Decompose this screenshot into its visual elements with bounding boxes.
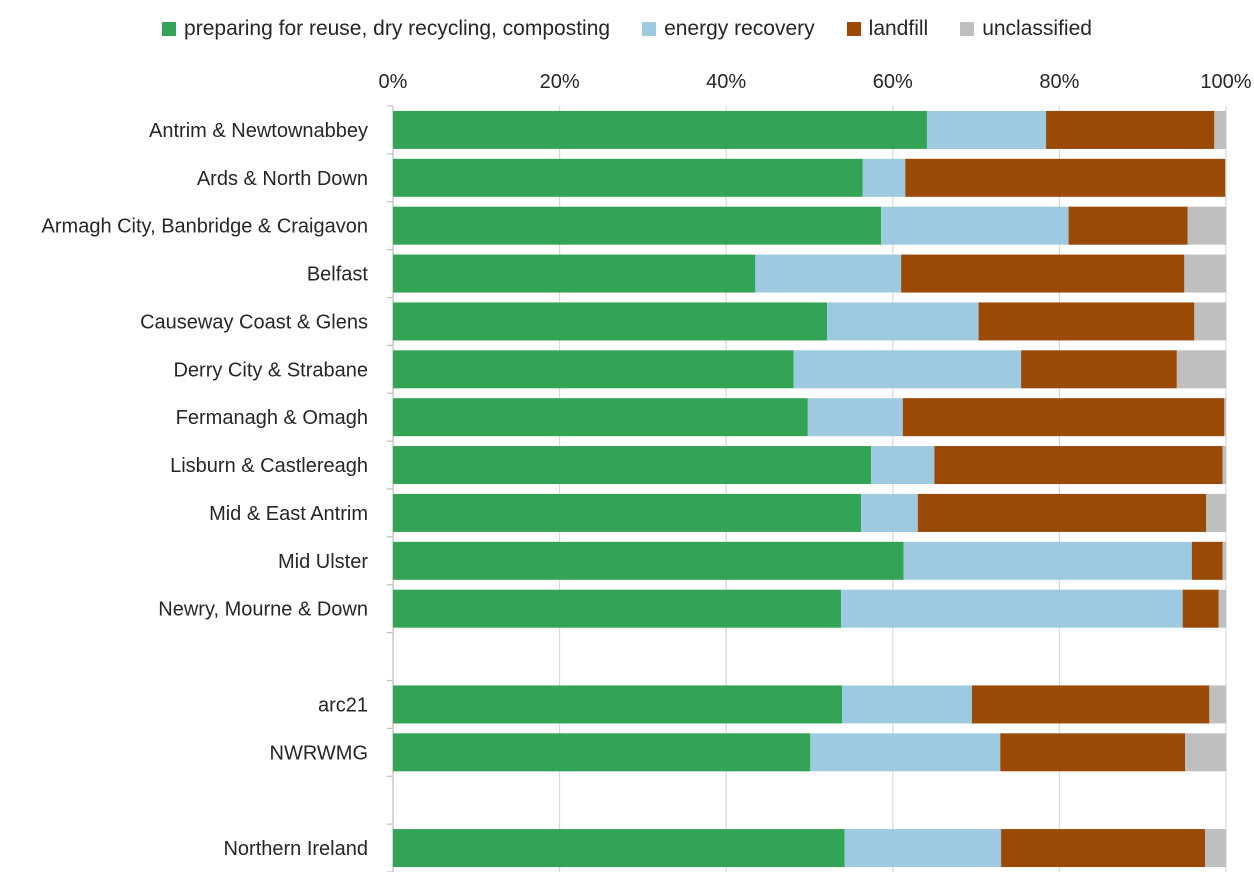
bar-segment (1185, 733, 1226, 772)
legend-label: landfill (868, 17, 929, 40)
bar-segment (393, 350, 794, 389)
bar-segment (393, 733, 811, 772)
legend-item: energy recovery (642, 17, 815, 41)
bar-segment (1184, 254, 1226, 293)
bar-segment (393, 541, 904, 580)
category-label: Newry, Mourne & Down (158, 599, 368, 621)
bar-segment (755, 254, 902, 293)
legend-label: energy recovery (664, 17, 815, 40)
category-label: NWRWMG (270, 742, 369, 764)
legend-label: preparing for reuse, dry recycling, comp… (184, 17, 611, 40)
category-label: Antrim & Newtownabbey (149, 120, 368, 142)
bar-segment (393, 589, 842, 628)
bar-segment (393, 206, 882, 245)
bar-segment (905, 158, 1226, 197)
bar-segment (917, 493, 1207, 532)
category-label: Armagh City, Banbridge & Craigavon (42, 216, 368, 238)
bar-segment (1222, 446, 1226, 485)
bar-segment (861, 493, 918, 532)
category-label: Mid & East Antrim (209, 503, 368, 525)
bar-segment (841, 589, 1183, 628)
bar-segment (1205, 829, 1226, 868)
bar-segment (1182, 589, 1219, 628)
category-label: Causeway Coast & Glens (140, 311, 368, 333)
bar-segment (1176, 350, 1226, 389)
category-label: Derry City & Strabane (173, 359, 368, 381)
x-tick-label: 20% (540, 71, 580, 93)
bar-segment (1222, 541, 1226, 580)
bar-segment (1000, 733, 1186, 772)
legend-item: preparing for reuse, dry recycling, comp… (162, 17, 610, 41)
bar-segment (807, 398, 903, 437)
bar-segment (862, 158, 906, 197)
bar-segment (901, 254, 1185, 293)
x-tick-label: 80% (1039, 71, 1079, 93)
bar-segment (393, 110, 927, 149)
bar-segment (1218, 589, 1226, 628)
bar-segment (1187, 206, 1226, 245)
bar-segment (1046, 110, 1215, 149)
bar-segment (393, 158, 863, 197)
bar-segment (393, 493, 862, 532)
x-tick-label: 40% (706, 71, 746, 93)
x-tick-label: 0% (379, 71, 408, 93)
bar-segment (793, 350, 1022, 389)
bar-segment (1068, 206, 1188, 245)
bar-segment (902, 398, 1225, 437)
bar-segment (1194, 302, 1226, 341)
bar-segment (841, 685, 972, 724)
bar-segment (393, 446, 872, 485)
bar-segment (903, 541, 1192, 580)
bar-segment (1021, 350, 1177, 389)
bar-segment (393, 829, 845, 868)
bar-segment (844, 829, 1002, 868)
category-label: arc21 (318, 694, 368, 716)
bar-segment (1191, 541, 1223, 580)
bar-segment (1224, 398, 1226, 437)
bar-segment (826, 302, 979, 341)
x-tick-label: 100% (1200, 71, 1251, 93)
bar-segment (393, 302, 827, 341)
legend-item: landfill (846, 17, 929, 41)
legend-label: unclassified (982, 17, 1092, 40)
bar-segment (934, 446, 1223, 485)
bar-segment (871, 446, 935, 485)
category-label: Mid Ulster (278, 551, 368, 573)
category-label: Belfast (307, 264, 369, 286)
bar-segment (926, 110, 1047, 149)
legend-swatch (642, 22, 657, 36)
category-label: Ards & North Down (197, 168, 368, 190)
bar-segment (1214, 110, 1226, 149)
category-label: Northern Ireland (223, 838, 368, 860)
bar-segment (971, 685, 1210, 724)
bar-segment (393, 685, 842, 724)
chart-legend: preparing for reuse, dry recycling, comp… (0, 14, 1254, 44)
bar-segment (1209, 685, 1226, 724)
bar-segment (810, 733, 1001, 772)
bar-segment (393, 398, 808, 437)
bar-segment (881, 206, 1069, 245)
bar-segment (1206, 493, 1226, 532)
category-label: Lisburn & Castlereagh (170, 455, 368, 477)
x-tick-label: 60% (873, 71, 913, 93)
legend-swatch (846, 22, 861, 36)
legend-swatch (960, 22, 975, 36)
category-label: Fermanagh & Omagh (176, 407, 368, 429)
bar-segment (393, 254, 756, 293)
bar-segment (1001, 829, 1206, 868)
bar-segment (1225, 158, 1226, 197)
legend-swatch (162, 22, 177, 36)
bar-segment (978, 302, 1195, 341)
legend-item: unclassified (960, 17, 1092, 41)
